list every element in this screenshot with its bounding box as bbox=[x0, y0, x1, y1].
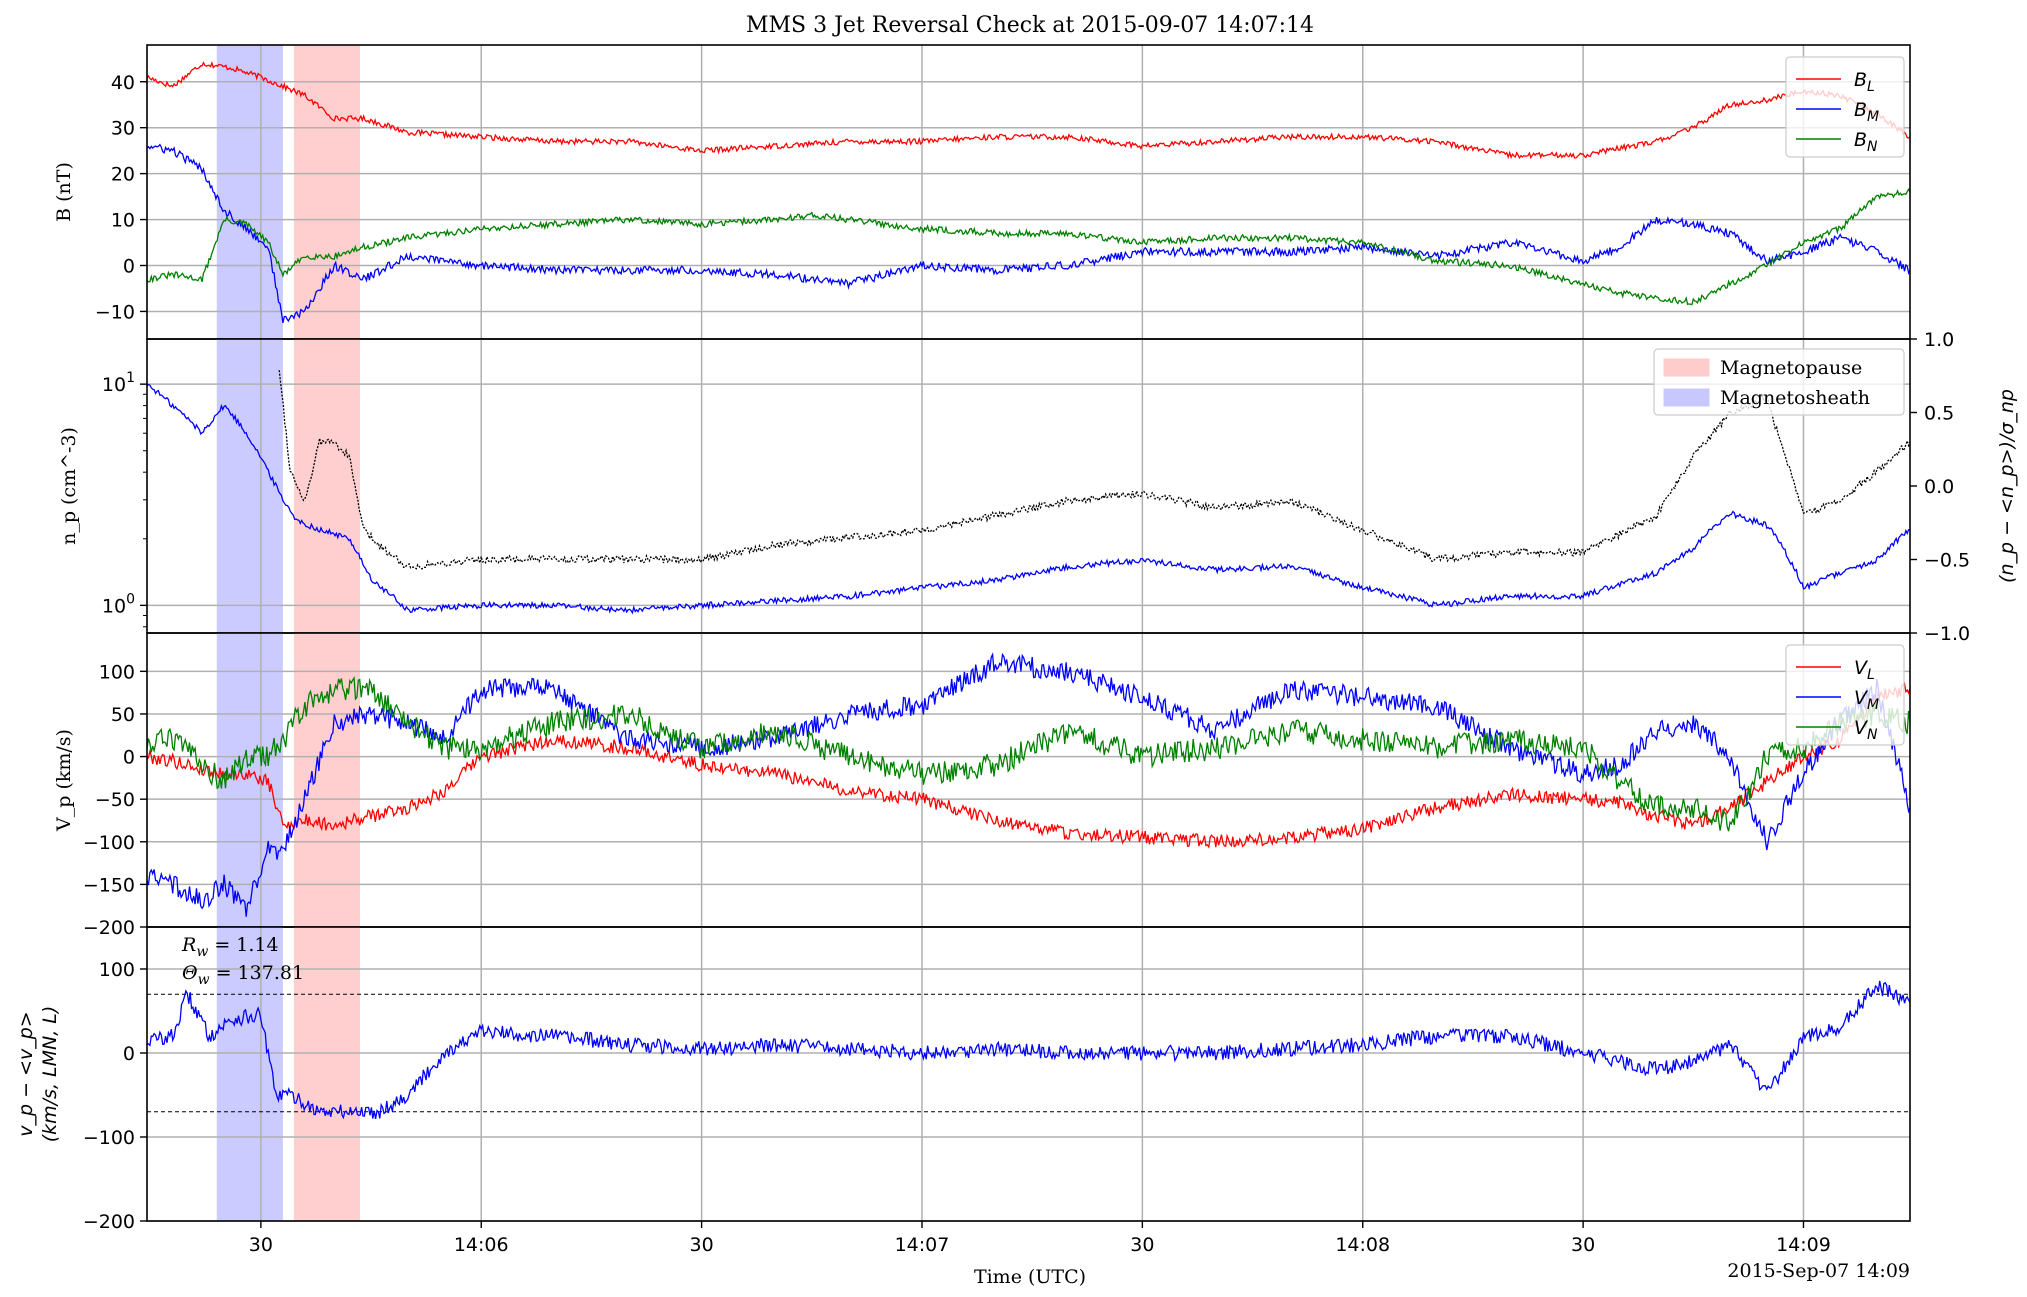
shaded-region-magnetopause bbox=[293, 633, 361, 927]
legend-label: Magnetopause bbox=[1720, 357, 1862, 379]
shaded-region-magnetosheath bbox=[216, 927, 283, 1221]
x-tick-label: 14:06 bbox=[454, 1234, 509, 1256]
y-axis-label: B (nT) bbox=[53, 162, 75, 222]
y-tick-label: −50 bbox=[95, 789, 135, 811]
x-axis-date-label: 2015-Sep-07 14:09 bbox=[1727, 1260, 1910, 1282]
y-tick-label: 0 bbox=[123, 1043, 135, 1065]
panel-4: −200 −100 0 100 v_p − <v_p> (km/s, LMN, L) Rw … bbox=[15, 926, 1911, 1233]
shaded-region-magnetosheath bbox=[216, 339, 283, 633]
y-tick-label: −100 bbox=[83, 1127, 135, 1149]
shaded-region-magnetosheath bbox=[216, 45, 283, 339]
legend-box bbox=[1653, 348, 1905, 416]
panel-frame bbox=[146, 338, 1911, 634]
shaded-region-magnetopause bbox=[293, 927, 361, 1221]
y-tick-label: 10 bbox=[111, 210, 135, 232]
series-line-v-m bbox=[147, 652, 1910, 917]
y-tick-label: 100 bbox=[102, 591, 135, 617]
y2-tick-label: 0.0 bbox=[1924, 476, 1954, 498]
y-tick-label: 40 bbox=[111, 72, 135, 94]
y-tick-label: −200 bbox=[83, 1211, 135, 1233]
series-line-v-p-v-p- bbox=[147, 980, 1910, 1120]
shaded-region-magnetopause bbox=[293, 339, 361, 633]
y-tick-label: 0 bbox=[123, 747, 135, 769]
legend-label: BN bbox=[1854, 129, 1878, 155]
legend-label: Magnetosheath bbox=[1720, 387, 1870, 409]
x-tick-label: 30 bbox=[249, 1234, 273, 1256]
panel-frame bbox=[146, 926, 1911, 1222]
y-axis-label: v_p − <v_p> (km/s, LMN, L) bbox=[15, 1006, 61, 1143]
y-tick-label: 30 bbox=[111, 118, 135, 140]
y2-tick-label: −1.0 bbox=[1924, 623, 1970, 645]
y2-tick-label: 0.5 bbox=[1924, 403, 1954, 425]
y-tick-label: 0 bbox=[123, 256, 135, 278]
y2-axis-label: (n_p − <n_p>)/σ_np bbox=[1996, 389, 2018, 583]
series-line-n-p bbox=[147, 383, 1910, 615]
shaded-region-magnetosheath bbox=[216, 633, 283, 927]
x-tick-label: 30 bbox=[1130, 1234, 1154, 1256]
y-tick-label: 100 bbox=[99, 959, 135, 981]
series-line-b-m bbox=[147, 143, 1910, 323]
y-tick-label: 100 bbox=[99, 661, 135, 683]
y-tick-label: 101 bbox=[102, 370, 135, 396]
shaded-region-magnetopause bbox=[293, 45, 361, 339]
x-tick-label: 14:09 bbox=[1776, 1234, 1831, 1256]
legend-swatch bbox=[1663, 358, 1710, 377]
y2-tick-label: −0.5 bbox=[1924, 550, 1970, 572]
y-tick-label: 50 bbox=[111, 704, 135, 726]
annotation-text: Θw = 137.81 bbox=[182, 962, 304, 988]
series-line-b-l bbox=[147, 61, 1910, 160]
chart-title: MMS 3 Jet Reversal Check at 2015-09-07 1… bbox=[746, 13, 1314, 38]
annotation-text: Rw = 1.14 bbox=[181, 934, 279, 960]
y-tick-label: −100 bbox=[83, 832, 135, 854]
y-tick-label: −200 bbox=[83, 917, 135, 939]
y2-tick-label: 1.0 bbox=[1924, 329, 1954, 351]
y-axis-label: V_p (km/s) bbox=[53, 729, 75, 832]
x-axis-label: Time (UTC) bbox=[974, 1266, 1086, 1288]
legend-swatch bbox=[1663, 388, 1710, 407]
legend-box bbox=[1785, 56, 1905, 158]
x-tick-label: 14:07 bbox=[895, 1234, 950, 1256]
x-tick-label: 30 bbox=[1571, 1234, 1595, 1256]
series-line--n-p-n-p-np bbox=[278, 370, 1910, 570]
x-tick-label: 30 bbox=[690, 1234, 714, 1256]
y-tick-label: −150 bbox=[83, 874, 135, 896]
series-line-v-n bbox=[147, 676, 1910, 832]
series-line-v-l bbox=[147, 682, 1910, 849]
panel-frame bbox=[146, 632, 1911, 928]
y-tick-label: −10 bbox=[95, 301, 135, 323]
legend-label: VM bbox=[1854, 687, 1879, 713]
legend-box bbox=[1785, 644, 1905, 746]
series-line-b-n bbox=[147, 187, 1910, 306]
panel-2: 100 101 −1.0 −0.5 0.0 0.5 1.0 (n_p − <n_p>)/σ_n… bbox=[58, 329, 2018, 645]
x-tick-label: 14:08 bbox=[1335, 1234, 1390, 1256]
region-legend: Magnetopause Magnetosheath bbox=[1653, 348, 1905, 416]
y-axis-label: n_p (cm^-3) bbox=[58, 427, 80, 545]
y-tick-label: 20 bbox=[111, 164, 135, 186]
